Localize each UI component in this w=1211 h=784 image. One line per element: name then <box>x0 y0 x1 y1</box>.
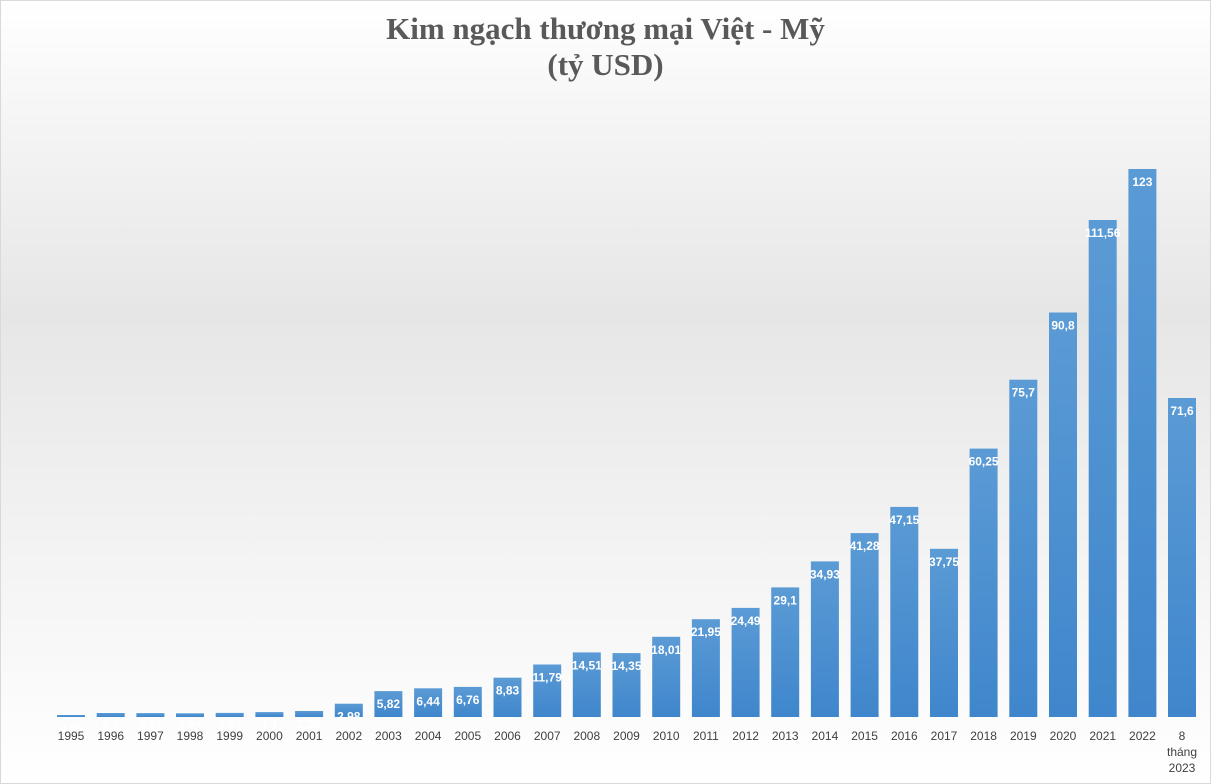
data-label: 75,7 <box>1012 386 1036 400</box>
x-tick-label: 2008 <box>573 729 600 743</box>
bar-2006 <box>493 677 522 717</box>
x-tick-label: 2015 <box>851 729 878 743</box>
chart-subtitle-line: (tỷ USD) <box>547 47 664 82</box>
bar-2009 <box>612 653 641 717</box>
bar-2019 <box>1009 379 1038 717</box>
bar-2015 <box>850 533 879 717</box>
bar-2005 <box>453 686 482 717</box>
bar-2021 <box>1088 220 1117 717</box>
bar-2020 <box>1049 312 1077 717</box>
x-tick-label: 2001 <box>296 729 323 743</box>
bar-2012 <box>731 607 760 717</box>
x-tick-label: 2012 <box>732 729 759 743</box>
data-label: 90,8 <box>1051 319 1075 333</box>
bar-2013 <box>771 587 800 717</box>
bar-2018 <box>969 448 998 717</box>
bar-2022 <box>1128 169 1157 717</box>
data-label: 0,87 <box>139 719 163 733</box>
chart-title-line: Kim ngạch thương mại Việt - Mỹ <box>386 11 825 46</box>
data-label: 24,49 <box>731 614 761 628</box>
x-tick-label: 2003 <box>375 729 402 743</box>
x-tick-label: 2009 <box>613 729 640 743</box>
data-label: 71,6 <box>1170 404 1194 418</box>
data-label: 6,76 <box>456 693 480 707</box>
bar-1997 <box>136 713 165 717</box>
bar-2003 <box>374 691 403 717</box>
x-tick-label: 2011 <box>693 729 719 743</box>
x-tick-label: 2019 <box>1010 729 1037 743</box>
x-tick-label: 2021 <box>1089 729 1116 743</box>
data-label: 21,95 <box>691 625 721 639</box>
x-tick-label: 2000 <box>256 729 283 743</box>
x-tick-label: 2006 <box>494 729 521 743</box>
bar-2014 <box>810 561 839 717</box>
x-tick-label: 2010 <box>653 729 680 743</box>
x-tick-label: 2004 <box>415 729 442 743</box>
x-tick-label: 2002 <box>335 729 362 743</box>
x-tick-label: 2014 <box>812 729 839 743</box>
bar-2010 <box>652 636 681 717</box>
data-label: 111,56 <box>1085 226 1121 240</box>
data-label: 0,83 <box>178 719 202 733</box>
x-tick-label: 1998 <box>177 729 204 743</box>
bar-2000 <box>255 712 284 717</box>
data-label: 0,45 <box>59 721 83 735</box>
data-labels-layer: 0,45 0,9 0,87 0,83 0,93 1,1 1,35 2,98 5,82 6,44 6,… <box>59 175 1194 735</box>
bar-2004 <box>414 688 443 717</box>
x-tick-label: 2016 <box>891 729 918 743</box>
data-label: 47,15 <box>889 513 919 527</box>
data-label: 1,35 <box>297 717 321 731</box>
data-label: 5,82 <box>377 697 401 711</box>
x-tick-label: 2022 <box>1129 729 1156 743</box>
data-label: 29,1 <box>774 593 798 607</box>
bar-2016 <box>890 506 919 717</box>
x-tick-label: 8 tháng 2023 <box>1167 729 1197 775</box>
data-label: 14,35 <box>611 659 641 673</box>
data-label: 1,1 <box>261 718 278 732</box>
x-tick-label: 2005 <box>454 729 481 743</box>
x-tick-label: 2013 <box>772 729 799 743</box>
x-tick-label: 1995 <box>58 729 85 743</box>
x-tick-label: 1996 <box>97 729 124 743</box>
data-label: 18,01 <box>651 643 681 657</box>
data-label: 14,51 <box>572 658 602 672</box>
data-label: 6,44 <box>416 694 440 708</box>
chart-title: Kim ngạch thương mại Việt - Mỹ (tỷ USD) <box>1 11 1210 83</box>
data-label: 60,25 <box>969 455 999 469</box>
x-tick-label: 2018 <box>970 729 997 743</box>
bar-1998 <box>176 713 204 717</box>
x-tick-label: 2007 <box>534 729 561 743</box>
data-label: 41,28 <box>850 539 880 553</box>
bars-layer <box>57 169 1196 717</box>
x-tick-label: 2020 <box>1050 729 1077 743</box>
x-tick-label: 1999 <box>216 729 243 743</box>
data-label: 34,93 <box>810 567 840 581</box>
bar-2001 <box>295 711 324 717</box>
bar-2008 <box>572 652 601 717</box>
bar-1996 <box>96 713 125 717</box>
x-axis-ticks: 1995 1996 1997 1998 1999 2000 2001 2002 2003 2004… <box>58 729 1197 775</box>
bar-2017 <box>930 548 958 717</box>
data-label: 123 <box>1132 175 1152 189</box>
x-tick-label: 2017 <box>931 729 958 743</box>
data-label: 0,9 <box>102 719 119 733</box>
bar-2007 <box>533 664 562 717</box>
bar-8-tháng-2023 <box>1168 398 1196 717</box>
x-tick-label: 1997 <box>137 729 164 743</box>
bar-2011 <box>691 619 720 717</box>
bar-1999 <box>215 712 244 717</box>
data-label: 37,75 <box>929 555 959 569</box>
data-label: 8,83 <box>496 684 520 698</box>
data-label: 2,98 <box>337 710 361 724</box>
bar-1995 <box>57 715 85 717</box>
data-label: 11,79 <box>533 671 563 685</box>
bar-2002 <box>334 703 363 717</box>
data-label: 0,93 <box>218 719 242 733</box>
